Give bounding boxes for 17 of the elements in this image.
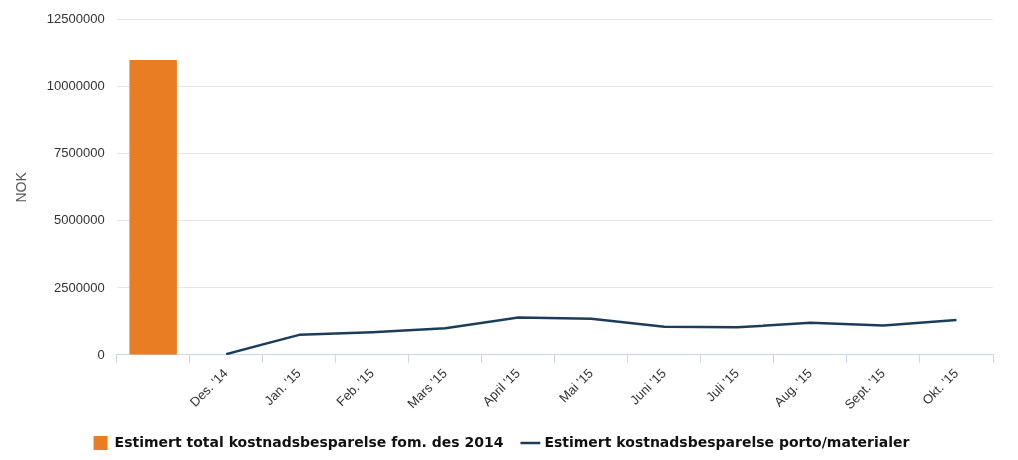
x-tick-label: Mai '15 bbox=[556, 365, 596, 406]
y-tick-label: 12500000 bbox=[46, 11, 105, 27]
legend-label: Estimert kostnadsbesparelse porto/materialer bbox=[544, 433, 910, 450]
y-tick-label: 5000000 bbox=[54, 212, 105, 228]
legend-label: Estimert total kostnadsbesparelse fom. des 2014 bbox=[114, 433, 504, 450]
x-tick-label: Juni '15 bbox=[627, 365, 670, 408]
x-tick-label: Jan. '15 bbox=[261, 365, 304, 409]
y-tick-label: 7500000 bbox=[54, 145, 105, 161]
x-tick-label: Des. '14 bbox=[186, 365, 231, 410]
y-tick-label: 2500000 bbox=[54, 279, 105, 295]
y-tick-label: 0 bbox=[97, 346, 105, 362]
x-tick-label: Okt. '15 bbox=[919, 365, 962, 408]
y-axis-title: NOK bbox=[13, 171, 30, 203]
x-tick-label: Juli '15 bbox=[703, 365, 743, 405]
y-tick-label: 10000000 bbox=[46, 78, 105, 94]
x-tick-label: Feb. '15 bbox=[333, 365, 377, 410]
x-tick-label: Aug. '15 bbox=[771, 365, 816, 410]
